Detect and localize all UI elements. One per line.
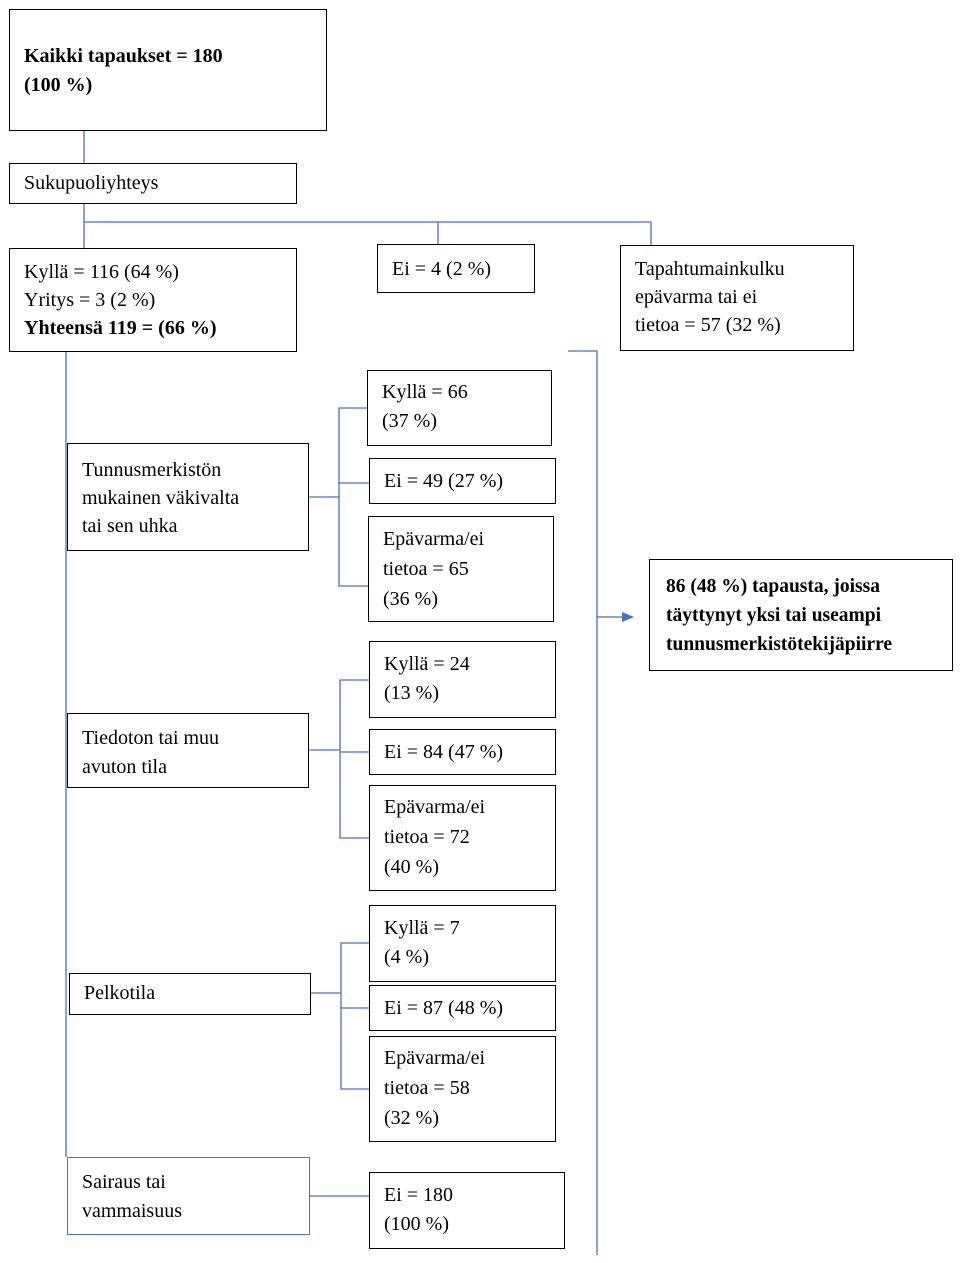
uncertain-line1: Tapahtumainkulku (635, 258, 785, 280)
root-line2: (100 %) (24, 74, 93, 96)
fear-yes-box: Kyllä = 7 (4 %) (369, 905, 556, 982)
criterion-violence-line2: mukainen väkivalta (82, 487, 240, 509)
kylla-total: Yhteensä 119 = (66 %) (24, 317, 217, 339)
criterion-illness-box: Sairaus tai vammaisuus (67, 1157, 310, 1235)
connector-right-bracket (568, 350, 598, 1255)
criterion-helpless-line1: Tiedoton tai muu (82, 727, 220, 749)
helpless-no-box: Ei = 84 (47 %) (369, 729, 556, 775)
violence-yes-line1: Kyllä = 66 (382, 381, 468, 403)
violence-no-line1: Ei = 49 (27 %) (384, 470, 504, 492)
fear-yes-line2: (4 %) (384, 946, 429, 968)
violence-unknown-box: Epävarma/ei tietoa = 65 (36 %) (368, 516, 554, 622)
uncertain-box: Tapahtumainkulku epävarma tai ei tietoa … (620, 245, 854, 351)
fear-unknown-line2: tietoa = 58 (384, 1077, 470, 1099)
fear-no-line1: Ei = 87 (48 %) (384, 997, 504, 1019)
helpless-unknown-line1: Epävarma/ei (384, 796, 486, 818)
criterion-helpless-box: Tiedoton tai muu avuton tila (67, 713, 309, 788)
uncertain-line3: tietoa = 57 (32 %) (635, 314, 781, 336)
result-box: 86 (48 %) tapausta, joissa täyttynyt yks… (649, 559, 953, 671)
ei-line1: Ei = 4 (2 %) (392, 258, 492, 280)
arrow-head (622, 612, 634, 622)
illness-no-box: Ei = 180 (100 %) (369, 1172, 565, 1249)
fear-yes-line1: Kyllä = 7 (384, 917, 460, 939)
uncertain-line2: epävarma tai ei (635, 286, 758, 308)
violence-no-box: Ei = 49 (27 %) (369, 458, 556, 504)
violence-unknown-line1: Epävarma/ei (383, 528, 485, 550)
criterion-illness-line1: Sairaus tai (82, 1171, 166, 1193)
violence-yes-box: Kyllä = 66 (37 %) (367, 370, 552, 446)
result-line1: 86 (48 %) tapausta, joissa (666, 576, 880, 597)
fear-unknown-box: Epävarma/ei tietoa = 58 (32 %) (369, 1036, 556, 1142)
illness-no-line1: Ei = 180 (384, 1184, 454, 1206)
fear-no-box: Ei = 87 (48 %) (369, 985, 556, 1031)
helpless-yes-line1: Kyllä = 24 (384, 653, 470, 675)
ei-box: Ei = 4 (2 %) (377, 244, 535, 293)
helpless-unknown-line3: (40 %) (384, 856, 439, 878)
sukupuoliyhteys-box: Sukupuoliyhteys (9, 163, 297, 204)
criterion-violence-box: Tunnusmerkistön mukainen väkivalta tai s… (67, 443, 309, 551)
violence-unknown-line3: (36 %) (383, 588, 438, 610)
helpless-unknown-box: Epävarma/ei tietoa = 72 (40 %) (369, 785, 556, 891)
connector-suku-branches (84, 221, 652, 245)
kylla-line2: Yritys = 3 (2 %) (24, 289, 156, 311)
root-box: Kaikki tapaukset = 180 (100 %) (9, 9, 327, 131)
result-line3: tunnusmerkistötekijäpiirre (666, 634, 893, 655)
bracket-g3 (340, 942, 369, 1090)
helpless-yes-box: Kyllä = 24 (13 %) (369, 641, 556, 718)
result-line2: täyttynyt yksi tai useampi (666, 605, 882, 626)
criterion-illness-line2: vammaisuus (82, 1200, 182, 1222)
bracket-g2 (339, 679, 369, 839)
kylla-line1: Kyllä = 116 (64 %) (24, 261, 179, 283)
sukupuoliyhteys-label: Sukupuoliyhteys (24, 172, 159, 194)
criterion-helpless-line2: avuton tila (82, 756, 167, 778)
criterion-violence-line3: tai sen uhka (82, 515, 178, 537)
criterion-fear-line1: Pelkotila (84, 982, 156, 1004)
helpless-no-line1: Ei = 84 (47 %) (384, 741, 504, 763)
kylla-box: Kyllä = 116 (64 %) Yritys = 3 (2 %) Yhte… (9, 248, 297, 352)
helpless-yes-line2: (13 %) (384, 682, 439, 704)
fear-unknown-line3: (32 %) (384, 1107, 439, 1129)
illness-no-line2: (100 %) (384, 1213, 449, 1235)
bracket-g1 (338, 407, 368, 587)
helpless-unknown-line2: tietoa = 72 (384, 826, 470, 848)
root-line1: Kaikki tapaukset = 180 (24, 45, 223, 67)
fear-unknown-line1: Epävarma/ei (384, 1047, 486, 1069)
violence-unknown-line2: tietoa = 65 (383, 558, 469, 580)
violence-yes-line2: (37 %) (382, 410, 437, 432)
criterion-violence-line1: Tunnusmerkistön (82, 459, 222, 481)
criterion-fear-box: Pelkotila (69, 973, 311, 1015)
